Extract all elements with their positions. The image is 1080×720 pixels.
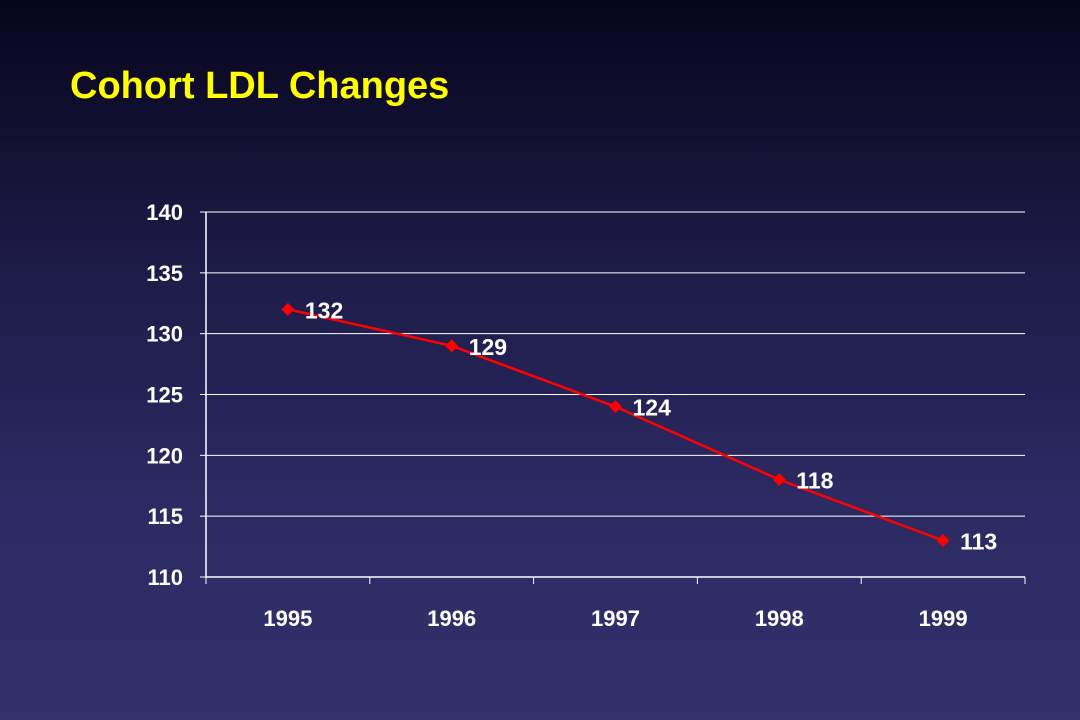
- data-label-1999: 113: [960, 529, 997, 555]
- slide-title: Cohort LDL Changes: [70, 65, 450, 107]
- x-axis-tick-labels: 1995 1996 1997 1998 1999: [263, 606, 967, 631]
- data-labels: 132 129 124 118 113: [305, 297, 997, 554]
- series-ldl: [287, 308, 944, 542]
- y-tick-label: 125: [146, 383, 183, 408]
- data-label-1996: 129: [469, 334, 507, 360]
- data-label-1998: 118: [796, 468, 833, 494]
- x-tick-label-1995: 1995: [263, 606, 312, 631]
- x-tick-label-1996: 1996: [427, 606, 476, 631]
- y-tick-label: 120: [146, 443, 183, 468]
- y-axis-tick-labels: 110 115 120 125 130 135 140: [146, 200, 183, 590]
- data-label-1997: 124: [633, 395, 672, 421]
- gridlines: [206, 211, 1025, 517]
- data-point-1998: [772, 473, 786, 487]
- y-tick-label: 110: [148, 565, 184, 590]
- data-point-1995: [281, 302, 295, 316]
- y-tick-label: 135: [146, 261, 183, 286]
- data-point-1996: [445, 339, 459, 353]
- series-markers: [281, 302, 950, 547]
- x-tick-label-1999: 1999: [919, 606, 968, 631]
- x-tick-label-1998: 1998: [755, 606, 804, 631]
- y-tick-label: 115: [148, 504, 184, 529]
- data-label-1995: 132: [305, 297, 343, 323]
- y-tick-label: 140: [146, 200, 183, 225]
- series-line: [287, 308, 944, 542]
- data-point-1997: [609, 400, 622, 414]
- data-point-1999: [936, 534, 950, 547]
- y-tick-label: 130: [146, 322, 183, 347]
- x-tick-label-1997: 1997: [591, 606, 640, 631]
- axes: [200, 211, 1026, 584]
